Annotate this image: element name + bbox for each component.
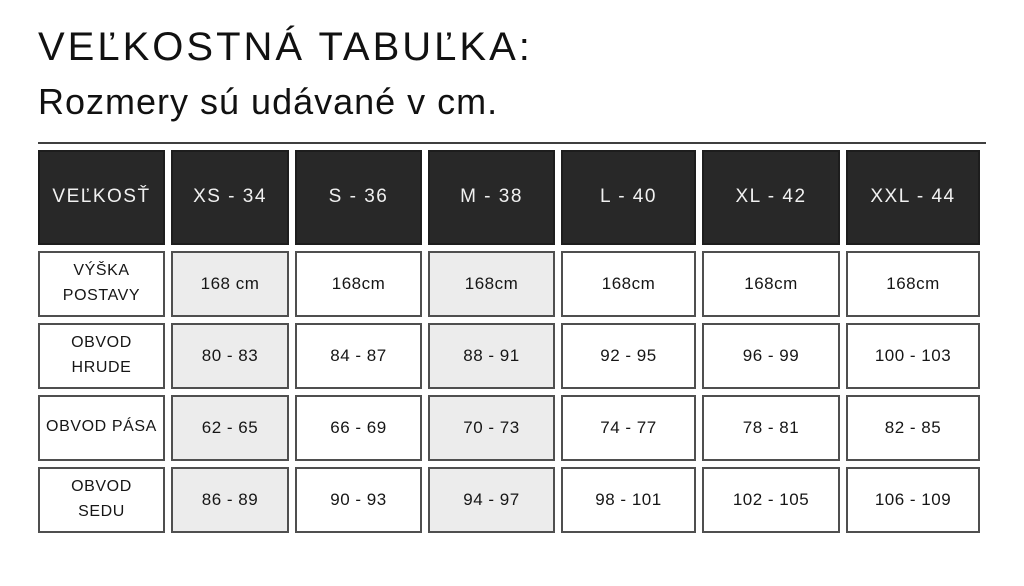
data-cell: 84 - 87 bbox=[295, 322, 422, 389]
data-cell: 94 - 97 bbox=[428, 466, 555, 533]
data-cell: 78 - 81 bbox=[702, 394, 840, 461]
data-cell: 88 - 91 bbox=[428, 322, 555, 389]
row-label-obvod-hrude: OBVOD HRUDE bbox=[38, 322, 165, 389]
row-label-obvod-sedu: OBVOD SEDU bbox=[38, 466, 165, 533]
data-cell: 96 - 99 bbox=[702, 322, 840, 389]
row-label-vyska-postavy: VÝŠKA POSTAVY bbox=[38, 250, 165, 317]
page-title: VEĽKOSTNÁ TABUĽKA: bbox=[38, 25, 533, 69]
header-cell-xxl: XXL - 44 bbox=[846, 149, 980, 245]
data-cell: 168cm bbox=[702, 250, 840, 317]
table-row-obvod-sedu: OBVOD SEDU 86 - 89 90 - 93 94 - 97 98 - … bbox=[38, 466, 980, 533]
header-cell-xs: XS - 34 bbox=[171, 149, 289, 245]
data-cell: 98 - 101 bbox=[561, 466, 696, 533]
size-chart-page: VEĽKOSTNÁ TABUĽKA: Rozmery sú udávané v … bbox=[32, 25, 986, 539]
data-cell: 168cm bbox=[295, 250, 422, 317]
data-cell: 90 - 93 bbox=[295, 466, 422, 533]
row-label-obvod-pasa: OBVOD PÁSA bbox=[38, 394, 165, 461]
data-cell: 82 - 85 bbox=[846, 394, 980, 461]
table-row-obvod-hrude: OBVOD HRUDE 80 - 83 84 - 87 88 - 91 92 -… bbox=[38, 322, 980, 389]
table-row-obvod-pasa: OBVOD PÁSA 62 - 65 66 - 69 70 - 73 74 - … bbox=[38, 394, 980, 461]
data-cell: 100 - 103 bbox=[846, 322, 980, 389]
data-cell: 102 - 105 bbox=[702, 466, 840, 533]
data-cell: 168cm bbox=[846, 250, 980, 317]
header-cell-l: L - 40 bbox=[561, 149, 696, 245]
data-cell: 168cm bbox=[561, 250, 696, 317]
data-cell: 92 - 95 bbox=[561, 322, 696, 389]
data-cell: 62 - 65 bbox=[171, 394, 289, 461]
data-cell: 80 - 83 bbox=[171, 322, 289, 389]
header-row: VEĽKOSŤ XS - 34 S - 36 M - 38 L - 40 XL … bbox=[38, 149, 980, 245]
table-top-rule bbox=[38, 141, 986, 144]
data-cell: 168cm bbox=[428, 250, 555, 317]
table-row-vyska-postavy: VÝŠKA POSTAVY 168 cm 168cm 168cm 168cm 1… bbox=[38, 250, 980, 317]
header-cell-xl: XL - 42 bbox=[702, 149, 840, 245]
data-cell: 168 cm bbox=[171, 250, 289, 317]
size-table: VEĽKOSŤ XS - 34 S - 36 M - 38 L - 40 XL … bbox=[32, 144, 986, 539]
data-cell: 86 - 89 bbox=[171, 466, 289, 533]
data-cell: 106 - 109 bbox=[846, 466, 980, 533]
header-cell-velkost: VEĽKOSŤ bbox=[38, 149, 165, 245]
data-cell: 66 - 69 bbox=[295, 394, 422, 461]
header-cell-s: S - 36 bbox=[295, 149, 422, 245]
data-cell: 70 - 73 bbox=[428, 394, 555, 461]
data-cell: 74 - 77 bbox=[561, 394, 696, 461]
page-subtitle: Rozmery sú udávané v cm. bbox=[38, 81, 499, 122]
header-cell-m: M - 38 bbox=[428, 149, 555, 245]
